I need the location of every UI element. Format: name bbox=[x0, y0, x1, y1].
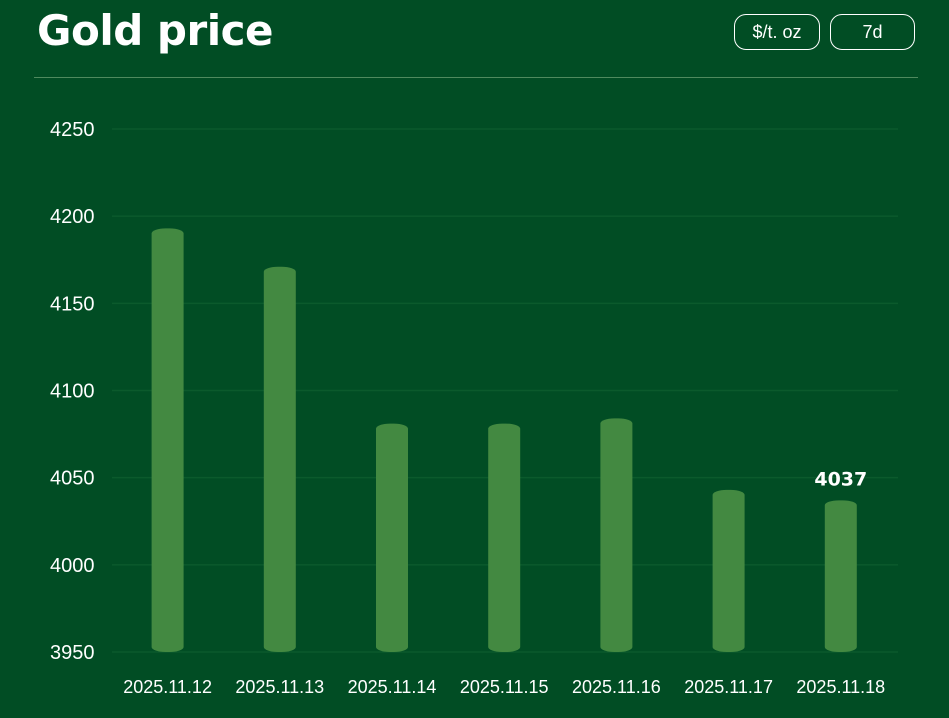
bar[interactable] bbox=[151, 228, 184, 652]
bar[interactable] bbox=[488, 423, 521, 652]
bar[interactable] bbox=[376, 423, 408, 652]
y-tick-label: 4200 bbox=[50, 206, 95, 228]
x-axis-ticks: 2025.11.12 2025.11.13 2025.11.14 2025.11.15… bbox=[123, 677, 885, 697]
x-tick-label: 2025.11.13 bbox=[235, 677, 324, 697]
y-tick-label: 3950 bbox=[50, 642, 95, 664]
page-title: Gold price bbox=[37, 6, 273, 55]
header-divider bbox=[34, 77, 918, 78]
bar[interactable] bbox=[712, 489, 745, 652]
x-tick-label: 2025.11.14 bbox=[348, 677, 437, 697]
x-tick-label: 2025.11.15 bbox=[460, 677, 549, 697]
x-tick-label: 2025.11.18 bbox=[796, 677, 885, 697]
x-tick-label: 2025.11.16 bbox=[572, 677, 661, 697]
bars bbox=[151, 228, 857, 652]
x-tick-label: 2025.11.17 bbox=[684, 677, 773, 697]
bar[interactable] bbox=[600, 418, 633, 652]
y-tick-label: 4050 bbox=[50, 468, 95, 490]
data-label: 4037 bbox=[814, 468, 867, 490]
y-tick-label: 4150 bbox=[50, 293, 95, 315]
data-labels: 4037 bbox=[814, 468, 867, 490]
bar[interactable] bbox=[263, 266, 296, 652]
unit-selector-button[interactable]: $/t. oz bbox=[734, 14, 820, 50]
y-tick-label: 4000 bbox=[50, 555, 95, 577]
y-axis-ticks: 3950 4000 4050 4100 4150 4200 4250 bbox=[50, 119, 95, 664]
y-tick-label: 4250 bbox=[50, 119, 95, 141]
x-tick-label: 2025.11.12 bbox=[123, 677, 212, 697]
time-range-button[interactable]: 7d bbox=[830, 14, 915, 50]
y-tick-label: 4100 bbox=[50, 381, 95, 403]
bar[interactable] bbox=[824, 500, 857, 652]
